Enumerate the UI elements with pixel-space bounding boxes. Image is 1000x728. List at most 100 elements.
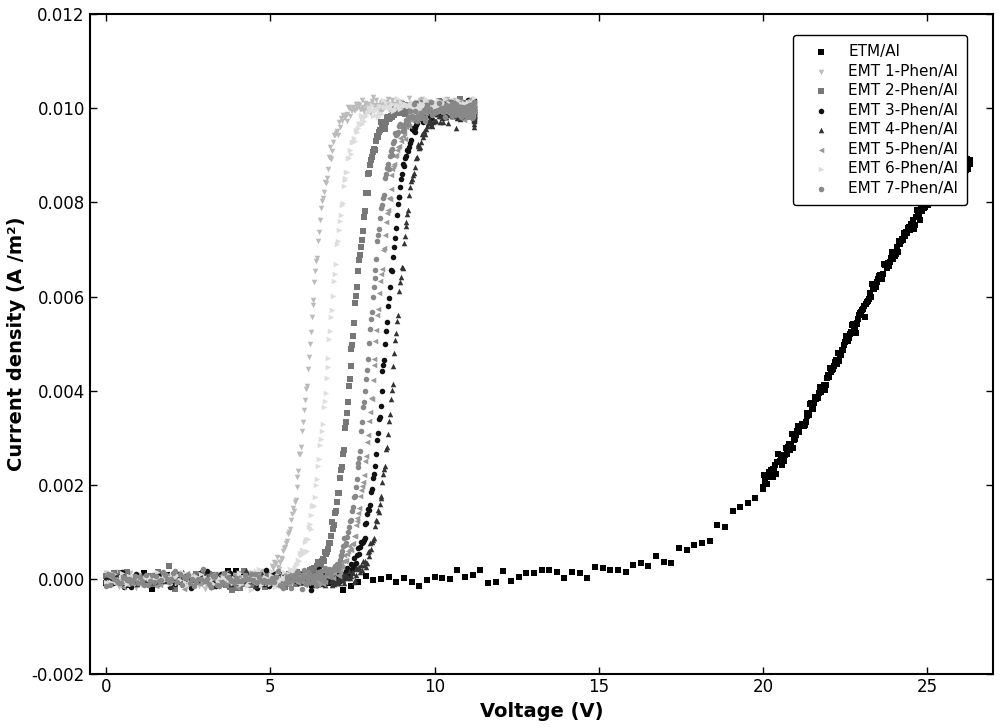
EMT 2-Phen/Al: [444, 100, 460, 111]
EMT 5-Phen/Al: [388, 149, 404, 161]
EMT 7-Phen/Al: [460, 100, 476, 112]
EMT 2-Phen/Al: [278, 577, 294, 588]
ETM/Al: [251, 571, 267, 582]
EMT 2-Phen/Al: [439, 101, 455, 113]
ETM/Al: [776, 456, 792, 467]
EMT 3-Phen/Al: [465, 101, 481, 113]
EMT 1-Phen/Al: [159, 574, 175, 585]
ETM/Al: [837, 336, 853, 348]
EMT 3-Phen/Al: [302, 571, 318, 582]
EMT 5-Phen/Al: [311, 577, 327, 589]
EMT 2-Phen/Al: [389, 102, 405, 114]
EMT 3-Phen/Al: [284, 574, 300, 586]
EMT 3-Phen/Al: [426, 101, 442, 113]
EMT 5-Phen/Al: [401, 120, 417, 132]
ETM/Al: [936, 175, 952, 187]
ETM/Al: [854, 304, 870, 315]
EMT 7-Phen/Al: [292, 574, 308, 585]
EMT 5-Phen/Al: [118, 577, 134, 589]
EMT 7-Phen/Al: [449, 100, 465, 111]
EMT 5-Phen/Al: [331, 570, 347, 582]
EMT 3-Phen/Al: [465, 99, 481, 111]
EMT 1-Phen/Al: [331, 116, 347, 127]
EMT 7-Phen/Al: [453, 103, 469, 115]
EMT 2-Phen/Al: [165, 574, 181, 585]
EMT 1-Phen/Al: [317, 177, 333, 189]
EMT 7-Phen/Al: [331, 559, 347, 571]
EMT 4-Phen/Al: [144, 577, 160, 588]
EMT 4-Phen/Al: [373, 491, 389, 503]
EMT 6-Phen/Al: [221, 574, 237, 586]
EMT 3-Phen/Al: [373, 400, 389, 411]
EMT 5-Phen/Al: [144, 571, 160, 583]
EMT 1-Phen/Al: [205, 577, 221, 588]
EMT 5-Phen/Al: [300, 577, 316, 588]
EMT 5-Phen/Al: [447, 99, 463, 111]
EMT 4-Phen/Al: [233, 571, 249, 582]
EMT 1-Phen/Al: [241, 569, 257, 580]
EMT 5-Phen/Al: [218, 574, 234, 586]
EMT 6-Phen/Al: [454, 105, 470, 116]
EMT 4-Phen/Al: [395, 261, 411, 273]
EMT 2-Phen/Al: [437, 99, 453, 111]
EMT 6-Phen/Al: [412, 100, 428, 112]
ETM/Al: [909, 205, 925, 216]
ETM/Al: [106, 570, 122, 582]
EMT 5-Phen/Al: [334, 561, 350, 573]
EMT 7-Phen/Al: [413, 107, 429, 119]
EMT 1-Phen/Al: [108, 577, 124, 589]
EMT 6-Phen/Al: [165, 571, 181, 583]
EMT 3-Phen/Al: [454, 104, 470, 116]
EMT 5-Phen/Al: [443, 103, 459, 114]
ETM/Al: [805, 403, 821, 414]
EMT 7-Phen/Al: [125, 574, 141, 586]
EMT 4-Phen/Al: [456, 105, 472, 116]
EMT 1-Phen/Al: [186, 572, 202, 584]
EMT 4-Phen/Al: [466, 105, 482, 116]
EMT 6-Phen/Al: [406, 106, 422, 117]
EMT 1-Phen/Al: [295, 416, 311, 428]
ETM/Al: [937, 175, 953, 187]
EMT 5-Phen/Al: [384, 164, 400, 175]
EMT 7-Phen/Al: [392, 119, 408, 130]
EMT 3-Phen/Al: [313, 570, 329, 582]
EMT 6-Phen/Al: [251, 563, 267, 575]
EMT 3-Phen/Al: [397, 153, 413, 165]
EMT 1-Phen/Al: [339, 108, 355, 120]
ETM/Al: [756, 470, 772, 481]
EMT 4-Phen/Al: [385, 360, 401, 372]
EMT 5-Phen/Al: [453, 100, 469, 111]
EMT 1-Phen/Al: [257, 572, 273, 584]
EMT 2-Phen/Al: [171, 576, 187, 587]
EMT 2-Phen/Al: [385, 109, 401, 121]
EMT 2-Phen/Al: [359, 186, 375, 198]
EMT 1-Phen/Al: [299, 380, 315, 392]
ETM/Al: [779, 448, 795, 459]
EMT 5-Phen/Al: [159, 569, 175, 580]
EMT 3-Phen/Al: [391, 191, 407, 203]
EMT 7-Phen/Al: [434, 103, 450, 114]
EMT 4-Phen/Al: [384, 384, 400, 396]
EMT 1-Phen/Al: [449, 99, 465, 111]
EMT 4-Phen/Al: [441, 109, 457, 121]
EMT 7-Phen/Al: [309, 569, 325, 580]
EMT 5-Phen/Al: [460, 100, 476, 111]
EMT 1-Phen/Al: [187, 574, 203, 586]
ETM/Al: [961, 155, 977, 167]
EMT 6-Phen/Al: [123, 578, 139, 590]
EMT 5-Phen/Al: [391, 141, 407, 152]
EMT 4-Phen/Al: [429, 108, 445, 120]
EMT 3-Phen/Al: [465, 100, 481, 111]
EMT 5-Phen/Al: [361, 415, 377, 427]
ETM/Al: [205, 575, 221, 587]
EMT 2-Phen/Al: [451, 100, 467, 112]
EMT 6-Phen/Al: [324, 304, 340, 316]
EMT 4-Phen/Al: [447, 107, 463, 119]
EMT 4-Phen/Al: [466, 114, 482, 126]
EMT 4-Phen/Al: [340, 571, 356, 583]
EMT 5-Phen/Al: [452, 104, 468, 116]
EMT 5-Phen/Al: [242, 573, 258, 585]
EMT 3-Phen/Al: [360, 504, 376, 515]
EMT 7-Phen/Al: [441, 105, 457, 116]
ETM/Al: [799, 407, 815, 419]
